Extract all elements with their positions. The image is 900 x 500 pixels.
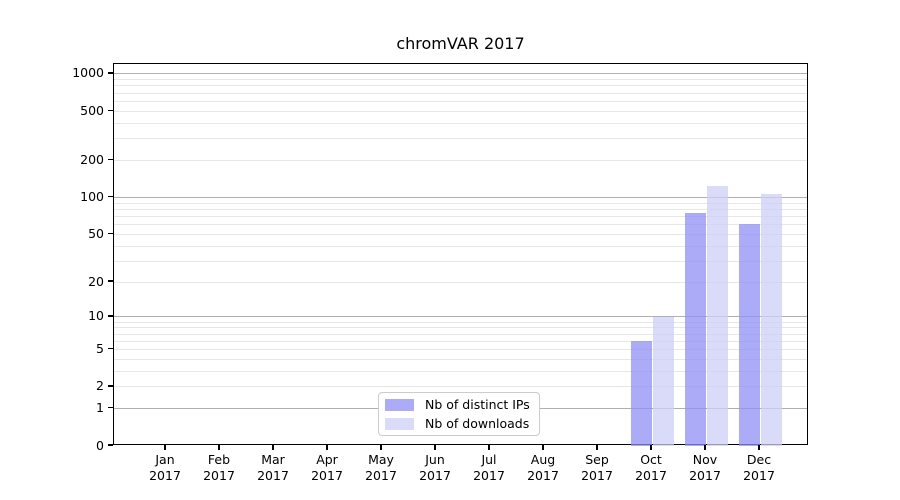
gridline-7 bbox=[114, 333, 807, 335]
gridline-40 bbox=[114, 245, 807, 247]
gridline-8 bbox=[114, 327, 807, 329]
y-tick-label-1: 1 bbox=[96, 400, 104, 416]
x-tick-label-sep-2017: Sep 2017 bbox=[581, 452, 613, 483]
bar-ips-nov-2017 bbox=[684, 212, 706, 446]
x-tick-mark-nov-2017 bbox=[704, 445, 706, 450]
y-tick-mark-2 bbox=[108, 385, 113, 387]
x-tick-label-aug-2017: Aug 2017 bbox=[527, 452, 559, 483]
legend-label-downloads: Nb of downloads bbox=[425, 416, 530, 431]
y-tick-label-500: 500 bbox=[80, 102, 104, 118]
plot-area bbox=[113, 63, 808, 446]
x-tick-mark-dec-2017 bbox=[758, 445, 760, 450]
gridline-100 bbox=[114, 196, 807, 198]
x-tick-label-mar-2017: Mar 2017 bbox=[257, 452, 289, 483]
gridline-600 bbox=[114, 100, 807, 102]
y-tick-mark-500 bbox=[108, 109, 113, 111]
chart-title: chromVAR 2017 bbox=[396, 34, 525, 53]
legend-label-distinct-ips: Nb of distinct IPs bbox=[425, 397, 530, 412]
y-tick-label-2: 2 bbox=[96, 378, 104, 394]
x-tick-mark-may-2017 bbox=[380, 445, 382, 450]
x-tick-label-jan-2017: Jan 2017 bbox=[149, 452, 181, 483]
bar-ips-dec-2017 bbox=[738, 223, 760, 446]
y-tick-mark-200 bbox=[108, 158, 113, 161]
bar-downloads-dec-2017 bbox=[760, 193, 782, 446]
y-tick-mark-10 bbox=[108, 315, 113, 317]
y-tick-label-200: 200 bbox=[80, 151, 104, 167]
gridline-200 bbox=[114, 159, 807, 161]
gridline-6 bbox=[114, 340, 807, 342]
legend-entry-downloads: Nb of downloads bbox=[385, 416, 530, 431]
gridline-900 bbox=[114, 79, 807, 81]
x-tick-label-may-2017: May 2017 bbox=[365, 452, 397, 483]
gridline-70 bbox=[114, 215, 807, 217]
legend-swatch-downloads bbox=[385, 417, 414, 430]
y-tick-label-0: 0 bbox=[96, 437, 104, 453]
y-tick-mark-50 bbox=[108, 232, 113, 234]
gridline-80 bbox=[114, 208, 807, 210]
bar-downloads-oct-2017 bbox=[652, 316, 674, 446]
y-tick-label-50: 50 bbox=[88, 225, 104, 241]
gridline-60 bbox=[114, 224, 807, 226]
x-tick-mark-oct-2017 bbox=[650, 445, 652, 450]
gridline-10 bbox=[114, 316, 807, 318]
x-tick-mark-jul-2017 bbox=[488, 445, 490, 450]
legend-entry-distinct-ips: Nb of distinct IPs bbox=[385, 397, 530, 412]
x-tick-mark-mar-2017 bbox=[272, 445, 274, 450]
gridline-700 bbox=[114, 92, 807, 94]
gridline-20 bbox=[114, 281, 807, 283]
x-tick-mark-aug-2017 bbox=[542, 445, 544, 450]
y-tick-label-1000: 1000 bbox=[72, 65, 104, 81]
gridline-50 bbox=[114, 233, 807, 235]
gridlines-layer bbox=[114, 64, 807, 444]
gridline-400 bbox=[114, 122, 807, 124]
y-tick-mark-100 bbox=[108, 195, 113, 198]
gridline-2 bbox=[114, 386, 807, 388]
y-tick-label-5: 5 bbox=[96, 341, 104, 356]
x-tick-label-feb-2017: Feb 2017 bbox=[203, 452, 235, 483]
gridline-5 bbox=[114, 349, 807, 350]
y-tick-label-10: 10 bbox=[88, 308, 104, 324]
x-tick-label-apr-2017: Apr 2017 bbox=[311, 452, 343, 483]
y-tick-label-100: 100 bbox=[80, 188, 104, 204]
bar-downloads-nov-2017 bbox=[706, 185, 728, 446]
y-tick-mark-1 bbox=[108, 406, 113, 409]
x-tick-label-jul-2017: Jul 2017 bbox=[473, 452, 505, 483]
x-tick-mark-sep-2017 bbox=[596, 445, 598, 450]
x-tick-label-dec-2017: Dec 2017 bbox=[743, 452, 775, 483]
gridline-90 bbox=[114, 202, 807, 204]
gridline-500 bbox=[114, 110, 807, 112]
x-tick-label-oct-2017: Oct 2017 bbox=[635, 452, 667, 483]
x-tick-mark-feb-2017 bbox=[218, 445, 220, 450]
gridline-1000 bbox=[114, 73, 807, 75]
gridline-3 bbox=[114, 370, 807, 372]
gridline-300 bbox=[114, 138, 807, 140]
x-tick-label-jun-2017: Jun 2017 bbox=[419, 452, 451, 483]
y-tick-mark-5 bbox=[108, 347, 113, 350]
gridline-30 bbox=[114, 260, 807, 262]
x-tick-mark-jun-2017 bbox=[434, 445, 436, 450]
bar-ips-oct-2017 bbox=[630, 341, 652, 446]
y-tick-mark-20 bbox=[108, 280, 113, 282]
gridline-800 bbox=[114, 85, 807, 87]
legend-swatch-distinct-ips bbox=[385, 398, 414, 411]
gridline-4 bbox=[114, 358, 807, 360]
gridline-9 bbox=[114, 321, 807, 323]
y-tick-mark-1000 bbox=[108, 72, 113, 74]
y-tick-label-20: 20 bbox=[88, 273, 104, 289]
x-tick-label-nov-2017: Nov 2017 bbox=[689, 452, 721, 483]
legend: Nb of distinct IPs Nb of downloads bbox=[378, 392, 540, 436]
x-tick-mark-jan-2017 bbox=[164, 445, 166, 450]
x-tick-mark-apr-2017 bbox=[326, 445, 328, 450]
y-tick-mark-0 bbox=[108, 444, 113, 446]
bars-layer bbox=[114, 64, 807, 446]
